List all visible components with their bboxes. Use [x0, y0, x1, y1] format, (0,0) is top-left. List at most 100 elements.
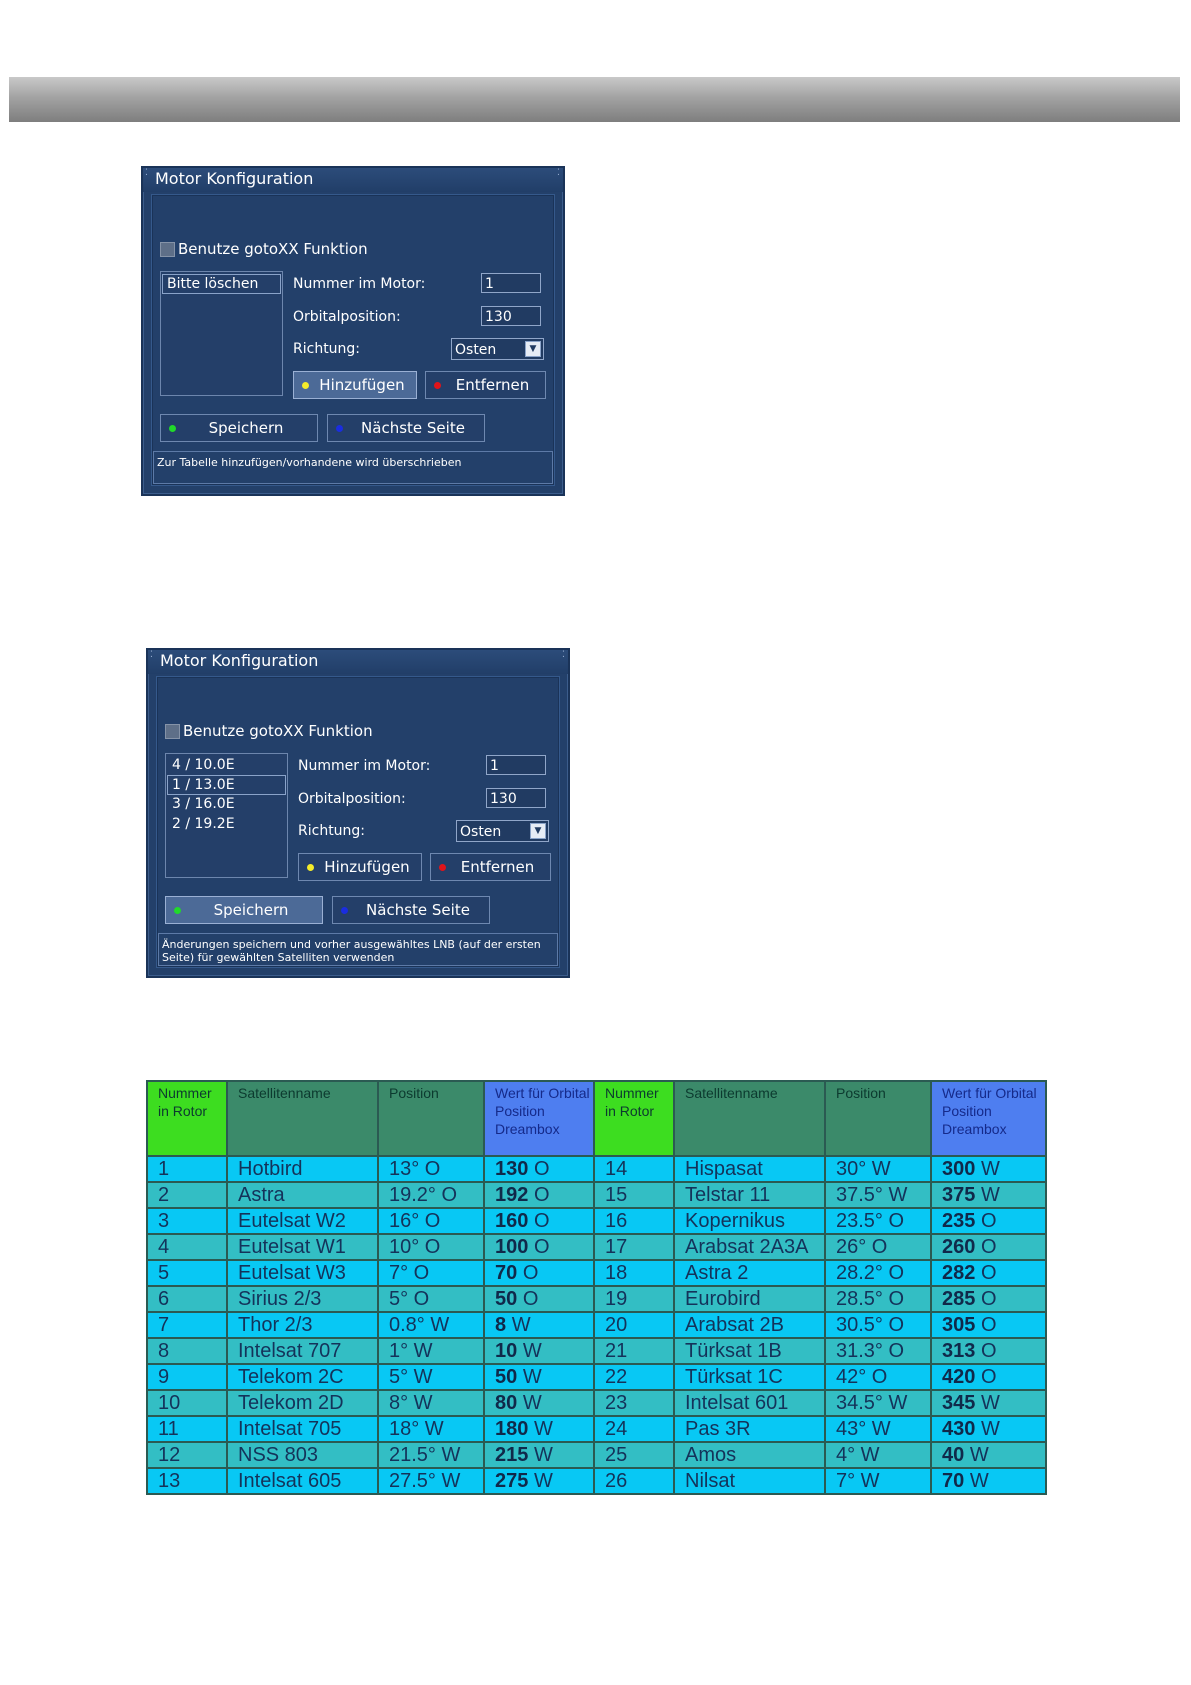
next-page-button[interactable]: Nächste Seite	[332, 896, 490, 924]
green-dot-icon	[169, 425, 176, 432]
sat-value-direction: O	[980, 1314, 997, 1336]
sat-number-cell: 5	[146, 1259, 228, 1287]
nummer-field[interactable]: 1	[481, 273, 541, 293]
sat-value-number: 345	[942, 1392, 976, 1414]
sat-value-number: 160	[495, 1210, 529, 1232]
add-button-label: Hinzufügen	[319, 376, 405, 394]
sat-name-cell: Türksat 1C	[673, 1363, 826, 1391]
sat-position-cell: 30.5° O	[824, 1311, 932, 1339]
sat-name-cell: Eurobird	[673, 1285, 826, 1313]
header-position: Position	[377, 1080, 485, 1157]
sat-position-cell: 37.5° W	[824, 1181, 932, 1209]
sat-value-number: 10	[495, 1340, 518, 1362]
chevron-down-icon[interactable]: ▼	[525, 341, 541, 357]
sat-name-cell: Türksat 1B	[673, 1337, 826, 1365]
sat-value-cell: 275 W	[483, 1467, 595, 1495]
dialog-title-text: Motor Konfiguration	[160, 651, 319, 670]
sat-value-cell: 285 O	[930, 1285, 1047, 1313]
header-num: Nummer in Rotor	[146, 1080, 228, 1157]
satellite-listbox[interactable]: Bitte löschen	[160, 271, 283, 396]
sat-name-cell: Eutelsat W1	[226, 1233, 379, 1261]
nummer-label: Nummer im Motor:	[298, 758, 431, 774]
sat-position-cell: 13° O	[377, 1155, 485, 1183]
sat-position-cell: 1° W	[377, 1337, 485, 1365]
red-dot-icon	[434, 382, 441, 389]
sat-number-cell: 8	[146, 1337, 228, 1365]
remove-button[interactable]: Entfernen	[430, 853, 551, 881]
sat-value-cell: 100 O	[483, 1233, 595, 1261]
sat-number-cell: 20	[593, 1311, 675, 1339]
sat-name-cell: Kopernikus	[673, 1207, 826, 1235]
sat-value-direction: O	[980, 1262, 997, 1284]
sat-value-direction: W	[522, 1340, 542, 1362]
table-row: 10 Telekom 2D 8° W 80 W 23 Intelsat 601 34.5° …	[146, 1389, 1047, 1417]
sat-value-direction: O	[533, 1236, 550, 1258]
sat-value-cell: 40 W	[930, 1441, 1047, 1469]
sat-value-cell: 8 W	[483, 1311, 595, 1339]
sat-value-cell: 313 O	[930, 1337, 1047, 1365]
sat-value-number: 80	[495, 1392, 518, 1414]
add-button[interactable]: Hinzufügen	[298, 853, 422, 881]
save-button[interactable]: Speichern	[165, 896, 323, 924]
richtung-select[interactable]: Osten ▼	[456, 820, 549, 842]
title-grip-right-icon: ⁚	[557, 168, 560, 178]
gotoxx-checkbox-label: Benutze gotoXX Funktion	[178, 240, 368, 258]
list-item[interactable]: Bitte löschen	[162, 274, 281, 294]
sat-value-direction: W	[533, 1470, 553, 1492]
orbital-field[interactable]: 130	[486, 788, 546, 808]
sat-value-cell: 215 W	[483, 1441, 595, 1469]
sat-number-cell: 24	[593, 1415, 675, 1443]
list-item[interactable]: 4 / 10.0E	[172, 757, 235, 773]
sat-value-number: 40	[942, 1444, 965, 1466]
dialog-title-text: Motor Konfiguration	[155, 169, 314, 188]
sat-number-cell: 23	[593, 1389, 675, 1417]
satellite-listbox[interactable]: 4 / 10.0E 1 / 13.0E 3 / 16.0E 2 / 19.2E	[165, 753, 288, 878]
next-page-button-label: Nächste Seite	[366, 901, 470, 919]
sat-name-cell: Hispasat	[673, 1155, 826, 1183]
sat-value-number: 300	[942, 1158, 976, 1180]
sat-name-cell: Arabsat 2A3A	[673, 1233, 826, 1261]
sat-value-number: 50	[495, 1288, 518, 1310]
sat-position-cell: 21.5° W	[377, 1441, 485, 1469]
save-button-label: Speichern	[208, 419, 284, 437]
sat-value-cell: 430 W	[930, 1415, 1047, 1443]
gotoxx-checkbox[interactable]	[160, 242, 175, 257]
gotoxx-checkbox[interactable]	[165, 724, 180, 739]
dialog-title: ⁚ Motor Konfiguration ⁚	[143, 168, 563, 192]
remove-button[interactable]: Entfernen	[425, 371, 546, 399]
table-row: 2 Astra 19.2° O 192 O 15 Telstar 11 37.5° W 375…	[146, 1181, 1047, 1209]
sat-number-cell: 10	[146, 1389, 228, 1417]
sat-name-cell: Thor 2/3	[226, 1311, 379, 1339]
list-item[interactable]: 2 / 19.2E	[172, 816, 235, 832]
sat-name-cell: NSS 803	[226, 1441, 379, 1469]
add-button[interactable]: Hinzufügen	[293, 371, 417, 399]
orbital-field[interactable]: 130	[481, 306, 541, 326]
status-text: Änderungen speichern und vorher ausgewäh…	[158, 933, 558, 966]
richtung-select[interactable]: Osten ▼	[451, 338, 544, 360]
sat-value-cell: 180 W	[483, 1415, 595, 1443]
sat-name-cell: Hotbird	[226, 1155, 379, 1183]
sat-value-number: 50	[495, 1366, 518, 1388]
status-text: Zur Tabelle hinzufügen/vorhandene wird ü…	[153, 451, 553, 484]
sat-value-direction: O	[980, 1366, 997, 1388]
chevron-down-icon[interactable]: ▼	[530, 823, 546, 839]
save-button[interactable]: Speichern	[160, 414, 318, 442]
sat-value-cell: 375 W	[930, 1181, 1047, 1209]
sat-position-cell: 7° W	[824, 1467, 932, 1495]
nummer-label: Nummer im Motor:	[293, 276, 426, 292]
list-item[interactable]: 3 / 16.0E	[172, 796, 235, 812]
list-item[interactable]: 1 / 13.0E	[167, 775, 286, 795]
sat-position-cell: 30° W	[824, 1155, 932, 1183]
sat-position-cell: 5° W	[377, 1363, 485, 1391]
sat-position-cell: 31.3° O	[824, 1337, 932, 1365]
remove-button-label: Entfernen	[455, 376, 530, 394]
next-page-button[interactable]: Nächste Seite	[327, 414, 485, 442]
richtung-label: Richtung:	[293, 341, 361, 357]
orbital-label: Orbitalposition:	[298, 791, 406, 807]
sat-number-cell: 21	[593, 1337, 675, 1365]
sat-number-cell: 6	[146, 1285, 228, 1313]
motor-config-dialog-1: ⁚ Motor Konfiguration ⁚ Benutze gotoXX F…	[141, 166, 565, 496]
sat-position-cell: 0.8° W	[377, 1311, 485, 1339]
nummer-field[interactable]: 1	[486, 755, 546, 775]
